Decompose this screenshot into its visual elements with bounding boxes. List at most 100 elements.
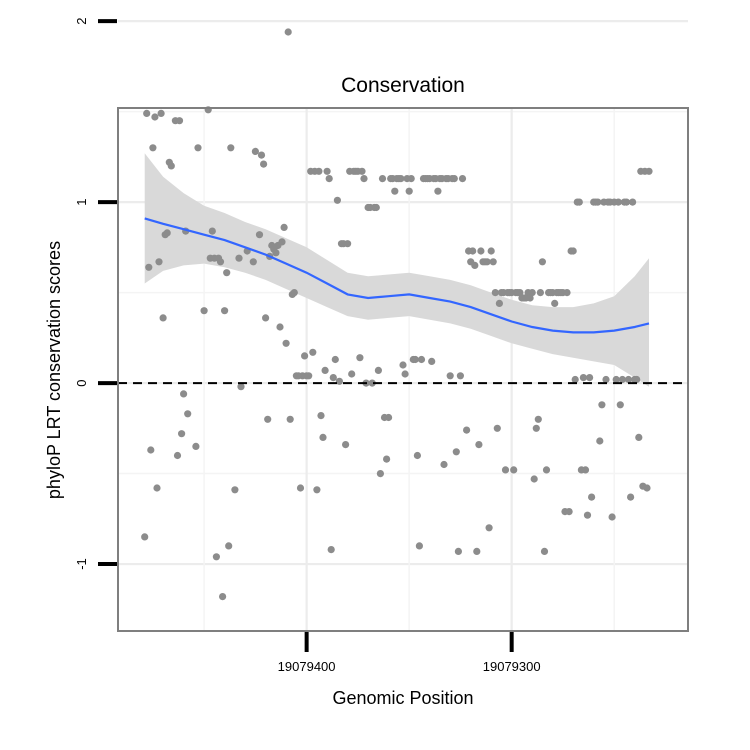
data-point [526,294,534,302]
data-point [401,370,409,378]
panel-border [117,107,689,632]
data-point [434,187,442,195]
data-point [598,401,606,409]
data-point [528,289,536,297]
data-point [376,470,384,478]
data-point [456,372,464,380]
data-point [333,196,341,204]
data-point [286,415,294,423]
data-point [624,375,633,384]
data-point [315,167,323,175]
data-point [180,390,188,398]
data-point [327,546,335,554]
data-point [583,511,592,519]
data-point [178,430,186,438]
data-point [368,379,376,387]
data-point [360,175,368,183]
data-point [212,553,220,561]
data-point [489,258,497,266]
data-point [581,466,590,474]
data-point [575,198,583,206]
data-point [415,542,423,550]
data-point [612,375,620,384]
data-point [463,426,471,434]
data-point [399,361,407,369]
y-tick-label: 1 [74,198,89,205]
data-point [208,227,216,235]
data-point [319,433,327,441]
data-point [149,144,157,152]
data-point [542,466,551,474]
grid-lines [118,20,688,631]
data-point [151,113,159,121]
data-point [331,355,339,364]
data-point [501,466,510,474]
data-point [296,484,305,492]
data-points [141,28,653,601]
data-point [579,374,588,382]
data-point [633,375,641,384]
data-point [305,372,313,380]
data-point [446,372,454,380]
data-point [588,493,596,501]
data-point [428,357,436,365]
data-point [237,383,245,391]
data-point [260,160,268,168]
data-point [483,258,491,266]
data-point [255,231,264,239]
data-point [565,508,573,516]
y-tick-label: 0 [74,379,89,386]
data-point [280,223,288,231]
data-point [643,484,651,492]
data-point [262,314,270,322]
data-point [635,433,643,441]
data-point [221,307,229,315]
data-point [329,374,337,382]
data-point [405,187,413,195]
data-point [614,198,622,206]
data-point [516,289,524,297]
data-point [530,475,538,483]
data-point [608,513,616,521]
data-point [335,377,343,385]
data-point [344,240,352,248]
data-point [290,289,298,297]
data-point [276,323,284,331]
data-point [407,175,415,183]
data-point [551,299,559,307]
data-point [622,198,631,206]
data-point [571,375,579,384]
data-point [264,415,272,423]
chart-title: Conservation [341,74,465,97]
data-point [159,314,167,322]
data-point [629,198,637,206]
data-point [493,424,501,432]
data-point [454,547,462,556]
y-axis-label: phyloP LRT conservation scores [44,241,64,499]
data-point [471,261,479,269]
data-point [309,348,317,356]
data-point [219,593,227,601]
data-point [627,493,635,501]
data-point [602,375,610,384]
data-point [596,437,604,445]
data-point [645,167,653,175]
data-point [374,366,382,374]
data-point [411,355,419,364]
data-point [477,247,485,255]
data-point [141,533,149,541]
x-tick-label: 19079300 [483,659,541,674]
data-point [495,299,503,307]
x-axis-label: Genomic Position [332,688,473,708]
data-point [143,109,151,117]
data-point [323,167,331,175]
data-point [223,269,231,277]
data-point [157,109,165,117]
data-point [618,375,627,384]
data-point [194,144,202,152]
smooth-trend-line [144,217,650,334]
data-point [372,203,380,212]
x-tick-label: 19079400 [278,659,336,674]
data-point [155,258,163,266]
